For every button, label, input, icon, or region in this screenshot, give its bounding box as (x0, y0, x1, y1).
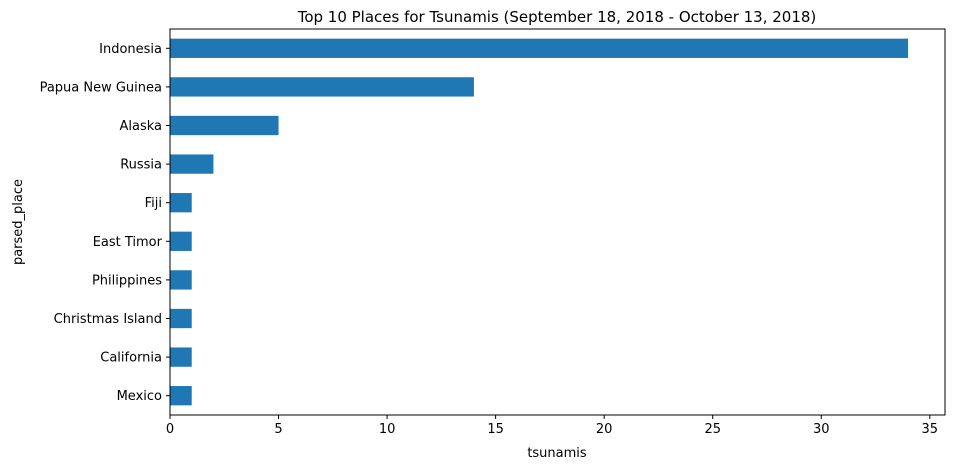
x-axis-ticks: 0 5 10 15 20 25 30 35 (166, 415, 938, 437)
x-tick-label: 25 (704, 422, 721, 437)
y-axis-label: parsed_place (11, 179, 26, 265)
y-axis-ticks: Indonesia Papua New Guinea Alaska Russia Fij… (40, 42, 170, 404)
chart-title: Top 10 Places for Tsunamis (September 18… (297, 8, 817, 26)
x-tick-label: 35 (922, 422, 939, 437)
bar-mexico (170, 386, 192, 406)
y-tick-label: Papua New Guinea (40, 80, 162, 95)
x-tick-label: 0 (166, 422, 174, 437)
bar-russia (170, 154, 214, 174)
y-tick-label: Russia (120, 158, 162, 173)
y-tick-label: California (100, 351, 162, 366)
x-axis-label: tsunamis (527, 446, 587, 461)
y-tick-label: Indonesia (99, 42, 162, 57)
y-tick-label: Christmas Island (54, 312, 162, 327)
y-tick-label: East Timor (93, 235, 163, 250)
x-tick-label: 20 (596, 422, 613, 437)
x-tick-label: 30 (813, 422, 830, 437)
y-tick-label: Mexico (117, 389, 162, 404)
bar-california (170, 347, 192, 367)
x-tick-label: 10 (379, 422, 396, 437)
y-tick-label: Philippines (92, 273, 162, 288)
bar-alaska (170, 115, 279, 136)
x-tick-label: 15 (487, 422, 504, 437)
x-tick-label: 5 (274, 422, 282, 437)
bar-christmas-island (170, 308, 192, 329)
plot-frame (169, 28, 946, 416)
y-tick-label: Fiji (145, 196, 162, 211)
bar-east-timor (170, 231, 192, 251)
bar-fiji (170, 193, 192, 213)
bar-philippines (170, 270, 192, 290)
bar-indonesia (170, 38, 909, 58)
y-tick-label: Alaska (119, 119, 162, 134)
bar-papua-new-guinea (170, 77, 474, 97)
bars (170, 38, 909, 406)
